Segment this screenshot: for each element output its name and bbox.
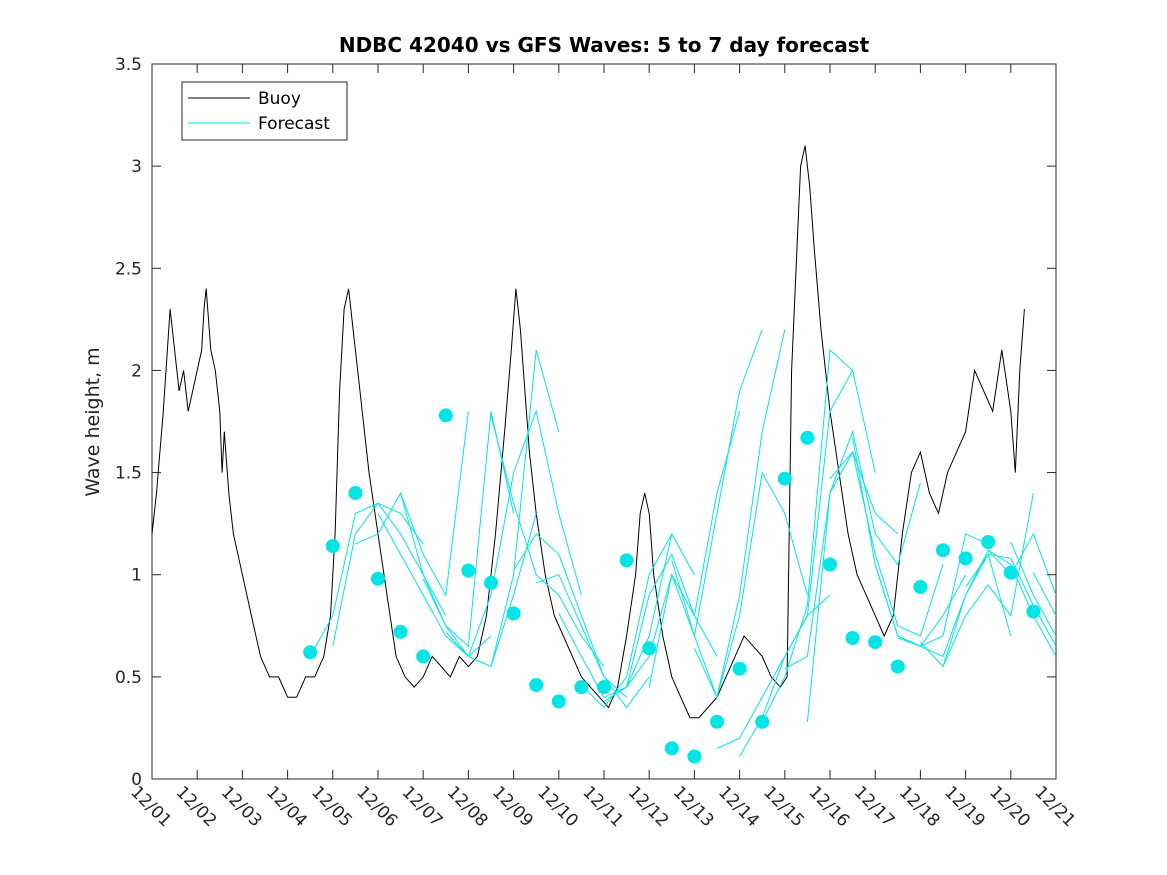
- forecast-point: [777, 471, 792, 486]
- forecast-line-10: [513, 533, 627, 698]
- y-tick-label: 2: [131, 361, 142, 381]
- forecast-point: [597, 680, 611, 695]
- buoy-line: [151, 145, 1025, 719]
- forecast-line-19: [716, 594, 831, 749]
- forecast-point: [710, 714, 724, 729]
- forecast-point: [484, 575, 498, 590]
- forecast-point: [551, 694, 566, 709]
- forecast-line-14: [603, 553, 718, 702]
- y-tick-label: 1: [131, 566, 142, 586]
- forecast-line-18: [693, 471, 808, 699]
- forecast-line-22: [784, 450, 899, 670]
- legend: Buoy Forecast: [181, 81, 348, 141]
- forecast-point: [461, 563, 476, 578]
- forecast-point: [845, 631, 860, 645]
- forecast-point: [574, 680, 589, 695]
- y-tick-label: 2.5: [115, 259, 142, 279]
- forecast-line-33: [1032, 572, 1057, 616]
- legend-forecast-label: Forecast: [258, 114, 330, 134]
- forecast-point: [348, 486, 363, 500]
- forecast-point: [438, 408, 453, 423]
- legend-buoy-label: Buoy: [258, 89, 301, 109]
- forecast-points: [303, 408, 1041, 764]
- forecast-line-3: [355, 411, 469, 597]
- forecast-line-8: [467, 409, 582, 657]
- y-tick-label: 0: [131, 770, 142, 790]
- chart-title: NDBC 42040 vs GFS Waves: 5 to 7 day fore…: [339, 33, 870, 57]
- forecast-point: [303, 645, 318, 660]
- forecast-point: [958, 551, 973, 566]
- forecast-point: [755, 714, 770, 729]
- forecast-point: [981, 535, 996, 549]
- forecast-line-28: [920, 492, 1034, 668]
- forecast-line-17: [671, 329, 786, 700]
- forecast-point: [393, 624, 408, 639]
- forecast-line-1: [309, 502, 424, 657]
- axes-box: [151, 63, 1057, 780]
- forecast-point: [642, 641, 657, 656]
- forecast-series: [309, 329, 1057, 757]
- forecast-point: [913, 580, 928, 594]
- y-tick-label: 3: [131, 157, 142, 177]
- forecast-line-13: [581, 532, 695, 709]
- forecast-point: [1003, 565, 1018, 580]
- forecast-point: [664, 741, 679, 756]
- forecast-line-15: [626, 411, 741, 688]
- forecast-line-7: [445, 349, 560, 668]
- y-tick-label: 0.5: [115, 668, 142, 688]
- forecast-line-16: [648, 329, 763, 688]
- forecast-point: [687, 749, 702, 764]
- forecast-point: [890, 659, 905, 674]
- forecast-point: [868, 635, 883, 650]
- forecast-point: [1026, 604, 1041, 619]
- forecast-line-31: [987, 549, 1057, 657]
- legend-box: [181, 81, 348, 141]
- buoy-series: [151, 145, 1025, 719]
- forecast-point: [325, 539, 340, 554]
- forecast-point: [529, 678, 544, 692]
- forecast-line-24: [829, 451, 944, 637]
- forecast-point: [800, 430, 815, 445]
- forecast-line-11: [536, 574, 650, 709]
- forecast-line-30: [965, 553, 1057, 647]
- forecast-line-27: [897, 552, 1012, 658]
- forecast-line-4: [377, 513, 492, 658]
- forecast-line-21: [761, 348, 876, 723]
- forecast-line-29: [942, 532, 1057, 667]
- forecast-point: [936, 543, 950, 558]
- forecast-line-26: [874, 533, 989, 647]
- forecast-line-2: [332, 502, 447, 647]
- forecast-point: [506, 606, 521, 621]
- plot-area: 00.511.522.533.512/0112/0212/0312/0412/0…: [115, 55, 1079, 831]
- forecast-line-9: [490, 415, 605, 667]
- forecast-point: [371, 571, 385, 586]
- forecast-point: [823, 557, 837, 572]
- y-tick-label: 3.5: [115, 55, 142, 75]
- forecast-line-32: [1010, 541, 1057, 637]
- y-tick-label: 1.5: [115, 464, 142, 484]
- forecast-point: [416, 649, 431, 664]
- forecast-line-23: [806, 429, 921, 722]
- forecast-point: [732, 661, 747, 676]
- y-axis-label: Wave height, m: [82, 347, 104, 496]
- forecast-point: [619, 553, 634, 568]
